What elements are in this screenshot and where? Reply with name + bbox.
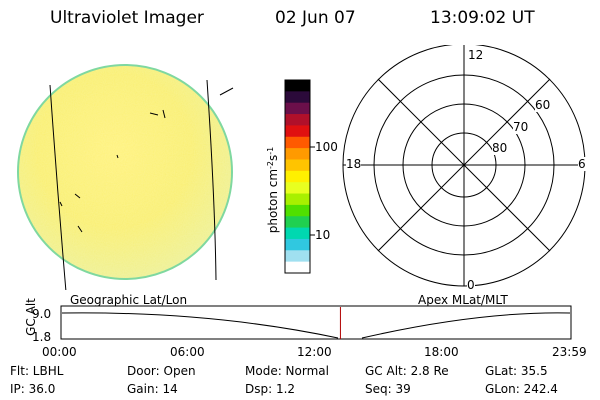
date-label: 02 Jun 07	[275, 8, 356, 28]
colorbar-segment	[285, 250, 310, 263]
colorbar-label: photon cm-2s-1	[266, 147, 280, 234]
lat-label-70: 70	[513, 120, 529, 134]
info-seq: Seq: 39	[365, 382, 411, 396]
colorbar-segment	[285, 125, 310, 138]
x-tick: 06:00	[170, 345, 205, 359]
info-gcalt: GC Alt: 2.8 Re	[365, 364, 449, 378]
colorbar-segment	[285, 102, 310, 115]
info-ip: IP: 36.0	[10, 382, 56, 396]
info-gain: Gain: 14	[127, 382, 178, 396]
info-dsp: Dsp: 1.2	[245, 382, 296, 396]
colorbar-segment	[285, 170, 310, 183]
colorbar-segment	[285, 204, 310, 217]
mlt-label-6: 6	[578, 157, 586, 171]
colorbar-segment	[285, 182, 310, 195]
colorbar-segment	[285, 148, 310, 160]
earth-image	[17, 64, 234, 290]
timeline-right-title: Apex MLat/MLT	[418, 293, 508, 307]
colorbar-segment	[285, 114, 310, 126]
colorbar-segment	[285, 136, 310, 149]
colorbar-segment	[285, 193, 310, 206]
colorbar-segment	[285, 238, 310, 251]
colorbar: photon cm-2s-1	[266, 79, 315, 274]
altitude-curve	[61, 312, 571, 339]
colorbar-segment	[285, 261, 310, 274]
timeline-left-title: Geographic Lat/Lon	[70, 293, 188, 307]
lat-label-60: 60	[535, 98, 551, 112]
x-tick: 00:00	[42, 345, 77, 359]
colorbar-tick-10: 10	[315, 228, 331, 242]
colorbar-segment	[285, 216, 310, 229]
colorbar-segment	[285, 80, 310, 92]
timeline-y-top: 9.0	[32, 307, 52, 321]
coastline	[206, 79, 217, 281]
mlt-label-12: 12	[468, 48, 484, 62]
colorbar-segment	[285, 91, 310, 104]
app-title: Ultraviolet Imager	[50, 8, 204, 28]
info-door: Door: Open	[127, 364, 196, 378]
info-flt: Flt: LBHL	[10, 364, 64, 378]
polar-grid	[342, 45, 586, 287]
colorbar-segment	[285, 227, 310, 240]
timeline-y-bottom: 1.8	[32, 330, 52, 344]
mlt-label-0: 0	[467, 278, 475, 292]
x-tick: 18:00	[424, 345, 459, 359]
coastline	[49, 84, 67, 290]
info-mode: Mode: Normal	[245, 364, 329, 378]
colorbar-tick-100: 100	[315, 140, 338, 154]
lat-label-80: 80	[492, 141, 508, 155]
x-tick: 12:00	[297, 345, 332, 359]
info-glat: GLat: 35.5	[485, 364, 548, 378]
x-tick: 23:59	[552, 345, 587, 359]
colorbar-segment	[285, 159, 310, 172]
info-glon: GLon: 242.4	[485, 382, 558, 396]
mlt-label-18: 18	[346, 157, 362, 171]
timeline-plot	[60, 305, 572, 340]
time-label: 13:09:02 UT	[430, 8, 535, 28]
